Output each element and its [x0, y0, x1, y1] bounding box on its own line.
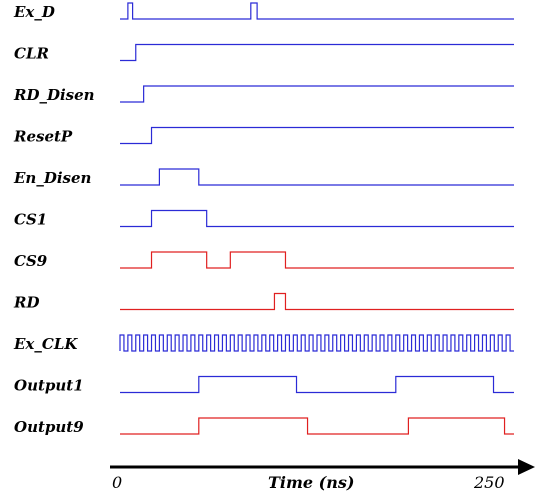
- axis-tick-end: 250: [473, 473, 505, 492]
- signal-label-en-disen: En_Disen: [13, 169, 91, 187]
- axis-title: Time (ns): [268, 473, 354, 492]
- axis-tick-start: 0: [112, 473, 122, 492]
- time-axis-arrowhead: [518, 459, 535, 475]
- time-axis: 0 Time (ns) 250: [110, 459, 535, 492]
- waveform-ex-clk: [119, 334, 514, 352]
- waveform-resetp: [120, 126, 514, 145]
- signal-label-rd: RD: [13, 294, 39, 312]
- signal-label-output9: Output9: [14, 418, 84, 436]
- signal-label-clr: CLR: [14, 45, 49, 63]
- signal-label-output1: Output1: [14, 377, 84, 395]
- waveform-output9: [120, 417, 514, 435]
- waveform-rd: [120, 292, 514, 311]
- signal-label-resetp: ResetP: [13, 128, 73, 146]
- signal-label-rd-disen: RD_Disen: [13, 86, 95, 104]
- waveform-clr: [120, 43, 514, 62]
- waveform-en-disen: [120, 168, 514, 186]
- waveform-cs9: [120, 251, 514, 269]
- signal-label-cs1: CS1: [14, 211, 47, 229]
- signal-label-ex-d: Ex_D: [13, 3, 55, 21]
- signal-label-ex-clk: Ex_CLK: [13, 335, 78, 353]
- waveform-cs1: [120, 209, 514, 228]
- waveform-ex-d: [120, 2, 514, 20]
- waveform-output1: [120, 375, 514, 394]
- waveform-rd-disen: [120, 85, 514, 103]
- signal-label-cs9: CS9: [14, 252, 48, 270]
